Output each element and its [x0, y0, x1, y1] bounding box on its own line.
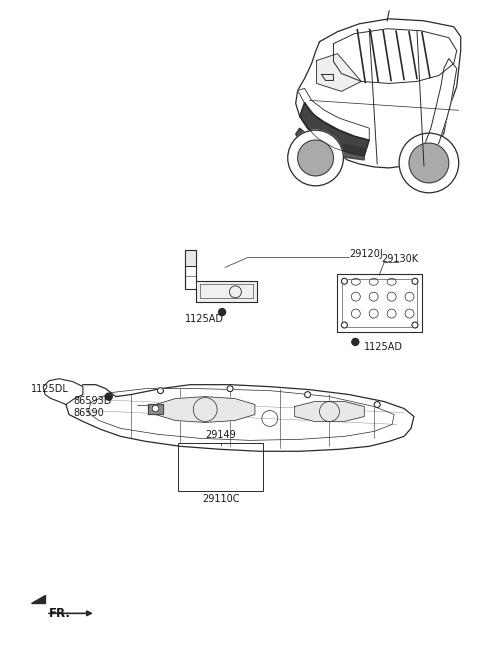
Text: 1125AD: 1125AD [364, 342, 403, 352]
Polygon shape [31, 595, 45, 603]
Polygon shape [334, 29, 457, 83]
Text: 29149: 29149 [205, 430, 236, 440]
Circle shape [152, 405, 159, 412]
Text: 1125DL: 1125DL [31, 384, 69, 394]
Circle shape [288, 130, 343, 186]
Polygon shape [43, 378, 83, 405]
Polygon shape [296, 128, 312, 148]
Circle shape [157, 388, 164, 394]
Polygon shape [66, 384, 414, 451]
Text: 86590: 86590 [73, 407, 104, 417]
Circle shape [105, 393, 112, 400]
Circle shape [227, 386, 233, 392]
Polygon shape [312, 138, 364, 160]
Polygon shape [185, 250, 257, 302]
Circle shape [409, 143, 449, 183]
Polygon shape [300, 102, 369, 156]
Circle shape [341, 322, 348, 328]
Polygon shape [424, 58, 457, 153]
Polygon shape [295, 401, 364, 421]
Text: 29130K: 29130K [381, 254, 418, 264]
Text: FR.: FR. [49, 607, 71, 620]
Text: 86593D: 86593D [73, 396, 111, 405]
Text: 29120J: 29120J [349, 250, 383, 260]
Circle shape [341, 279, 348, 284]
Text: 1125AD: 1125AD [185, 314, 224, 324]
Polygon shape [147, 403, 164, 413]
Circle shape [106, 394, 112, 399]
Polygon shape [298, 89, 369, 140]
Polygon shape [185, 250, 196, 289]
Circle shape [374, 401, 380, 407]
Circle shape [412, 279, 418, 284]
Circle shape [352, 338, 359, 346]
Circle shape [298, 140, 334, 176]
Polygon shape [196, 281, 257, 302]
Circle shape [218, 309, 226, 315]
Polygon shape [337, 275, 422, 332]
Polygon shape [156, 397, 255, 422]
Polygon shape [316, 54, 361, 91]
Polygon shape [296, 19, 461, 168]
Circle shape [305, 392, 311, 397]
Bar [179, 443, 263, 491]
Circle shape [399, 133, 459, 193]
Text: 29110C: 29110C [202, 494, 240, 504]
Circle shape [412, 322, 418, 328]
